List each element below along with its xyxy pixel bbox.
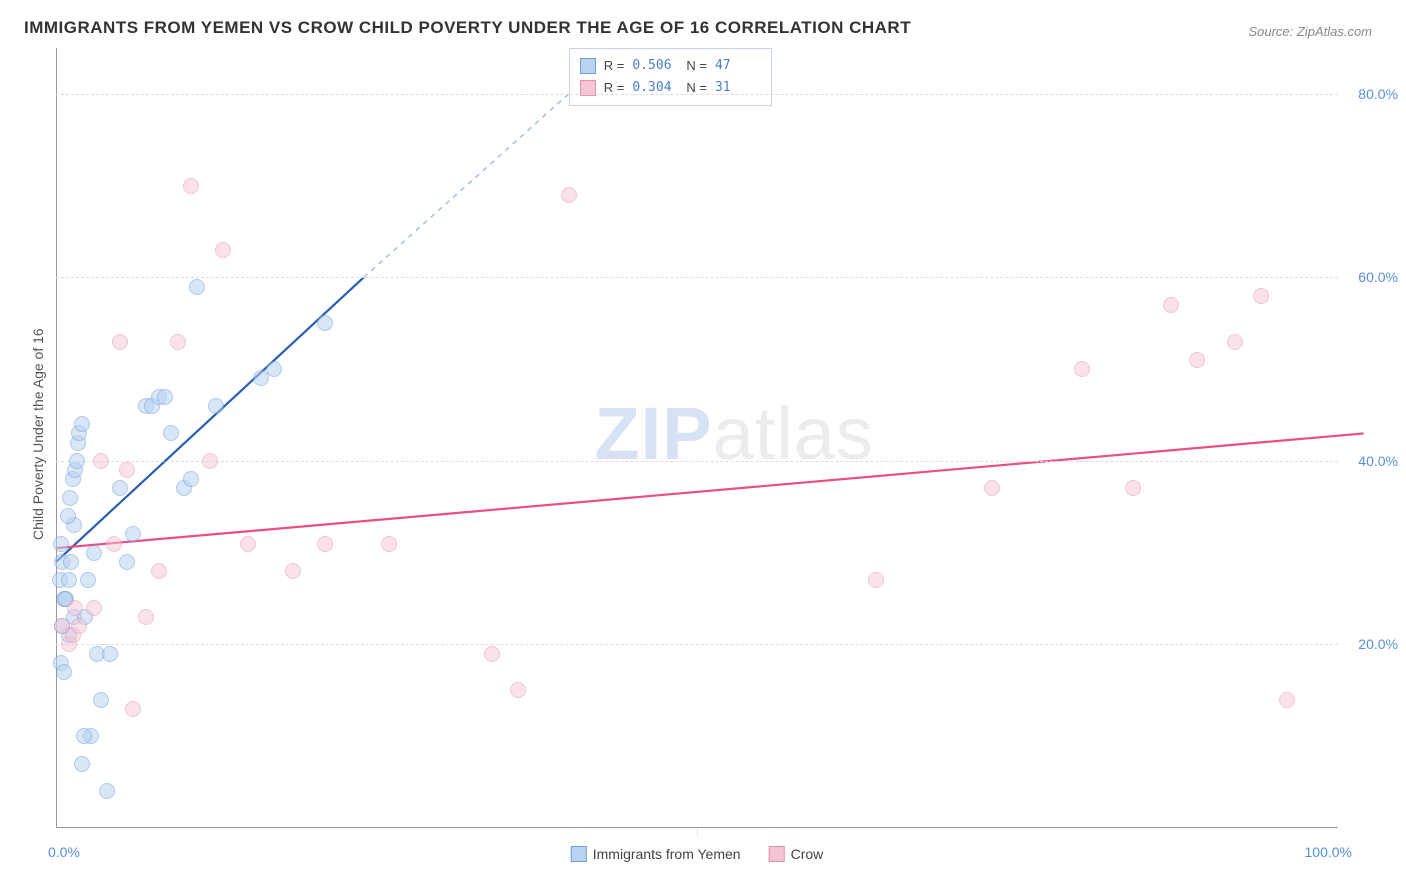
legend-swatch [580, 58, 596, 74]
y-tick-label: 40.0% [1358, 453, 1398, 469]
y-tick-label: 20.0% [1358, 636, 1398, 652]
point-yemen [112, 480, 128, 496]
chart-title: IMMIGRANTS FROM YEMEN VS CROW CHILD POVE… [24, 18, 911, 38]
point-crow [1125, 480, 1141, 496]
legend-label: Crow [791, 846, 824, 862]
legend-n-value: 47 [715, 55, 761, 77]
point-yemen [125, 526, 141, 542]
point-crow [1279, 692, 1295, 708]
point-crow [202, 453, 218, 469]
point-crow [381, 536, 397, 552]
point-yemen [266, 361, 282, 377]
legend-swatch [571, 846, 587, 862]
watermark-zip: ZIP [594, 392, 712, 475]
legend-label: Immigrants from Yemen [593, 846, 741, 862]
point-crow [1074, 361, 1090, 377]
plot-area: ZIPatlas Child Poverty Under the Age of … [56, 48, 1338, 828]
point-yemen [163, 425, 179, 441]
point-crow [170, 334, 186, 350]
x-tick-mark [697, 828, 698, 836]
watermark-atlas: atlas [713, 392, 874, 475]
point-crow [240, 536, 256, 552]
series-legend: Immigrants from Yemen Crow [571, 846, 824, 862]
point-yemen [61, 572, 77, 588]
point-yemen [80, 572, 96, 588]
point-crow [183, 178, 199, 194]
legend-item: Crow [769, 846, 824, 862]
x-tick-min: 0.0% [48, 844, 80, 860]
point-yemen [86, 545, 102, 561]
legend-row: R = 0.304 N = 31 [580, 77, 761, 99]
point-crow [1163, 297, 1179, 313]
point-yemen [74, 416, 90, 432]
point-crow [484, 646, 500, 662]
point-crow [71, 618, 87, 634]
point-yemen [62, 490, 78, 506]
point-yemen [63, 554, 79, 570]
legend-n-label: N = [686, 55, 707, 77]
legend-r-label: R = [604, 77, 625, 99]
gridline [56, 94, 1338, 95]
point-crow [510, 682, 526, 698]
point-crow [93, 453, 109, 469]
point-crow [125, 701, 141, 717]
point-yemen [208, 398, 224, 414]
point-yemen [53, 536, 69, 552]
correlation-legend: R = 0.506 N = 47 R = 0.304 N = 31 [569, 48, 772, 106]
point-crow [106, 536, 122, 552]
source-attribution: Source: ZipAtlas.com [1248, 24, 1372, 39]
legend-item: Immigrants from Yemen [571, 846, 741, 862]
gridline [56, 644, 1338, 645]
point-crow [112, 334, 128, 350]
point-crow [67, 600, 83, 616]
point-crow [151, 563, 167, 579]
point-crow [317, 536, 333, 552]
legend-row: R = 0.506 N = 47 [580, 55, 761, 77]
point-yemen [317, 315, 333, 331]
point-crow [561, 187, 577, 203]
watermark: ZIPatlas [594, 391, 873, 476]
point-yemen [99, 783, 115, 799]
point-crow [215, 242, 231, 258]
legend-n-value: 31 [715, 77, 761, 99]
point-crow [1253, 288, 1269, 304]
point-crow [1189, 352, 1205, 368]
legend-swatch [769, 846, 785, 862]
point-crow [285, 563, 301, 579]
x-tick-max: 100.0% [1305, 844, 1352, 860]
legend-r-value: 0.506 [632, 55, 678, 77]
trend-lines [56, 48, 1338, 828]
y-tick-label: 60.0% [1358, 269, 1398, 285]
legend-r-value: 0.304 [632, 77, 678, 99]
point-crow [984, 480, 1000, 496]
point-crow [868, 572, 884, 588]
point-yemen [76, 728, 92, 744]
point-yemen [157, 389, 173, 405]
point-crow [138, 609, 154, 625]
point-yemen [189, 279, 205, 295]
point-yemen [74, 756, 90, 772]
legend-r-label: R = [604, 55, 625, 77]
point-yemen [69, 453, 85, 469]
y-axis-label: Child Poverty Under the Age of 16 [30, 328, 46, 540]
point-yemen [93, 692, 109, 708]
point-yemen [60, 508, 76, 524]
point-crow [119, 462, 135, 478]
point-yemen [102, 646, 118, 662]
point-crow [86, 600, 102, 616]
gridline [56, 461, 1338, 462]
y-tick-label: 80.0% [1358, 86, 1398, 102]
y-axis-line [56, 48, 57, 828]
point-yemen [56, 664, 72, 680]
point-yemen [119, 554, 135, 570]
point-crow [1227, 334, 1243, 350]
point-yemen [183, 471, 199, 487]
legend-n-label: N = [686, 77, 707, 99]
gridline [56, 277, 1338, 278]
